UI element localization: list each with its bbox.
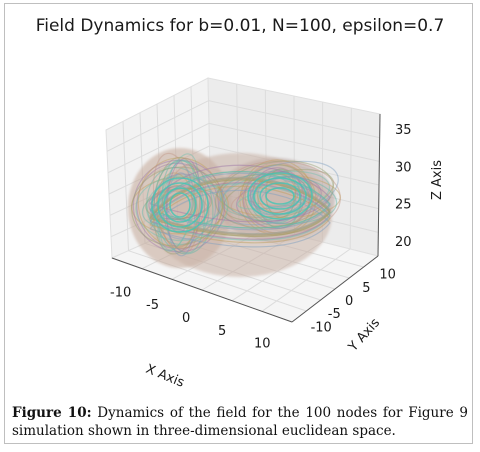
y-tick-label: 10	[379, 268, 396, 283]
trajectory-series	[149, 176, 331, 235]
caption-label: Figure 10:	[12, 405, 92, 421]
trajectory-series	[131, 166, 224, 247]
trajectory-series	[132, 159, 226, 253]
y-tick-label: -10	[311, 320, 332, 335]
y-axis-label: Y Axis	[345, 315, 383, 355]
x-axis-line	[111, 257, 293, 323]
trajectory-series	[149, 164, 331, 223]
trajectory-core	[259, 182, 301, 210]
attractor-trajectories	[128, 148, 342, 277]
trajectory-series	[135, 175, 228, 242]
trajectory-series	[152, 152, 199, 254]
z-tick-label: 30	[395, 160, 412, 175]
trajectory-series	[214, 160, 334, 229]
trajectory-series	[216, 173, 341, 219]
trajectory-core	[253, 177, 307, 215]
trajectory-series	[157, 159, 196, 252]
trajectory-series	[149, 183, 331, 241]
trajectory-core	[151, 177, 209, 233]
trajectory-core	[247, 172, 313, 220]
z-axis-line	[377, 113, 381, 257]
trajectory-series	[149, 185, 331, 244]
trajectory-series	[149, 171, 331, 229]
trajectory-series	[137, 157, 224, 249]
trajectory-series	[136, 162, 220, 250]
trajectory-series	[220, 173, 338, 225]
y-axis-line	[291, 255, 379, 323]
trajectory-series	[152, 156, 201, 255]
x-tick-label: 0	[182, 311, 190, 326]
trajectory-core	[169, 192, 191, 218]
x-axis-label: X Axis	[144, 362, 187, 391]
trajectory-core	[157, 182, 203, 228]
trajectory-series	[149, 178, 331, 236]
z-tick-label: 35	[395, 123, 412, 138]
trajectory-series	[161, 164, 207, 248]
chart-title: Field Dynamics for b=0.01, N=100, epsilo…	[35, 16, 445, 36]
trajectory-core	[265, 187, 295, 205]
trajectory-series	[149, 182, 331, 240]
y-tick-label: 0	[345, 294, 353, 309]
trajectory-series	[165, 157, 202, 251]
trajectory-series	[149, 179, 331, 237]
grid-line	[261, 248, 351, 312]
trajectory-series	[149, 172, 331, 231]
x-tick-label: -10	[110, 285, 131, 300]
x-tick-label: 5	[218, 324, 226, 339]
trajectory-core	[163, 187, 197, 223]
z-axis-label: Z Axis	[430, 160, 445, 200]
z-tick-label: 25	[395, 198, 412, 213]
x-tick-label: -5	[146, 298, 159, 313]
z-tick-label: 20	[395, 235, 412, 250]
y-tick-label: 5	[362, 281, 370, 296]
caption-text: Dynamics of the field for the 100 nodes …	[12, 405, 468, 439]
figure-caption: Figure 10: Dynamics of the field for the…	[12, 404, 468, 440]
x-tick-label: 10	[254, 337, 271, 352]
y-tick-label: -5	[328, 307, 341, 322]
trajectory-series	[249, 171, 303, 214]
